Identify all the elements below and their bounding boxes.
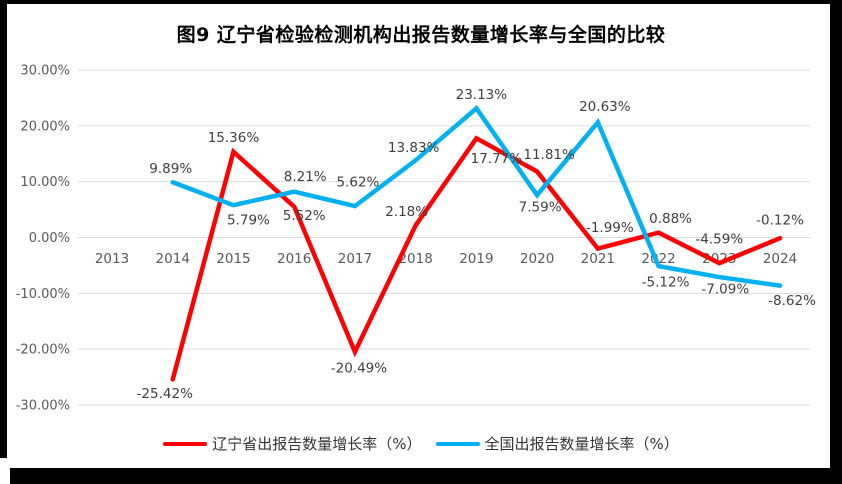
svg-text:2013: 2013 bbox=[95, 251, 129, 267]
svg-text:7.59%: 7.59% bbox=[519, 200, 562, 216]
legend-item-national: 全国出报告数量增长率（%） bbox=[435, 433, 679, 454]
svg-text:23.13%: 23.13% bbox=[456, 87, 508, 103]
svg-text:2017: 2017 bbox=[338, 251, 372, 267]
blue-line-swatch bbox=[435, 441, 480, 446]
svg-text:15.36%: 15.36% bbox=[208, 130, 260, 146]
chart-title: 图9 辽宁省检验检测机构出报告数量增长率与全国的比较 bbox=[176, 24, 666, 46]
frame-border-left bbox=[0, 0, 7, 458]
svg-text:2016: 2016 bbox=[277, 251, 311, 267]
svg-text:-4.59%: -4.59% bbox=[695, 232, 743, 248]
svg-text:2015: 2015 bbox=[216, 251, 250, 267]
svg-text:-20.49%: -20.49% bbox=[331, 360, 388, 376]
frame-border-bottom bbox=[10, 468, 842, 484]
chart-legend: 辽宁省出报告数量增长率（%） 全国出报告数量增长率（%） bbox=[0, 433, 842, 454]
svg-text:-10.00%: -10.00% bbox=[16, 287, 70, 302]
svg-text:0.00%: 0.00% bbox=[29, 231, 70, 246]
svg-text:2021: 2021 bbox=[581, 251, 615, 267]
svg-text:5.79%: 5.79% bbox=[227, 213, 270, 229]
svg-text:8.21%: 8.21% bbox=[284, 169, 327, 185]
svg-text:2019: 2019 bbox=[459, 251, 493, 267]
svg-text:-7.09%: -7.09% bbox=[701, 282, 749, 298]
svg-text:13.83%: 13.83% bbox=[388, 140, 440, 156]
frame-border-right bbox=[830, 0, 842, 484]
svg-text:2022: 2022 bbox=[641, 251, 675, 267]
svg-text:2.18%: 2.18% bbox=[385, 204, 428, 220]
svg-text:-25.42%: -25.42% bbox=[137, 386, 194, 402]
svg-text:5.62%: 5.62% bbox=[336, 175, 379, 191]
svg-text:5.52%: 5.52% bbox=[283, 208, 326, 224]
svg-text:30.00%: 30.00% bbox=[20, 64, 70, 79]
legend-item-liaoning: 辽宁省出报告数量增长率（%） bbox=[163, 433, 422, 454]
svg-text:0.88%: 0.88% bbox=[649, 211, 692, 227]
svg-text:2018: 2018 bbox=[398, 251, 432, 267]
svg-text:-1.99%: -1.99% bbox=[586, 220, 634, 236]
red-line-swatch bbox=[163, 441, 208, 446]
frame-border-top bbox=[0, 0, 842, 4]
svg-text:2014: 2014 bbox=[156, 251, 190, 267]
svg-text:-20.00%: -20.00% bbox=[16, 343, 70, 358]
svg-text:9.89%: 9.89% bbox=[149, 161, 192, 177]
legend-label-national: 全国出报告数量增长率（%） bbox=[484, 435, 679, 453]
svg-text:2020: 2020 bbox=[520, 251, 554, 267]
svg-text:2024: 2024 bbox=[763, 251, 797, 267]
legend-label-liaoning: 辽宁省出报告数量增长率（%） bbox=[212, 435, 422, 453]
svg-text:20.63%: 20.63% bbox=[579, 99, 631, 115]
svg-text:2023: 2023 bbox=[702, 251, 736, 267]
svg-text:-30.00%: -30.00% bbox=[16, 399, 70, 414]
svg-text:-8.62%: -8.62% bbox=[768, 293, 816, 309]
svg-text:-0.12%: -0.12% bbox=[756, 213, 804, 229]
svg-text:17.77%: 17.77% bbox=[471, 151, 523, 167]
svg-text:-5.12%: -5.12% bbox=[642, 275, 690, 291]
svg-text:20.00%: 20.00% bbox=[20, 119, 70, 134]
svg-text:11.81%: 11.81% bbox=[523, 147, 575, 163]
svg-text:10.00%: 10.00% bbox=[20, 175, 70, 190]
